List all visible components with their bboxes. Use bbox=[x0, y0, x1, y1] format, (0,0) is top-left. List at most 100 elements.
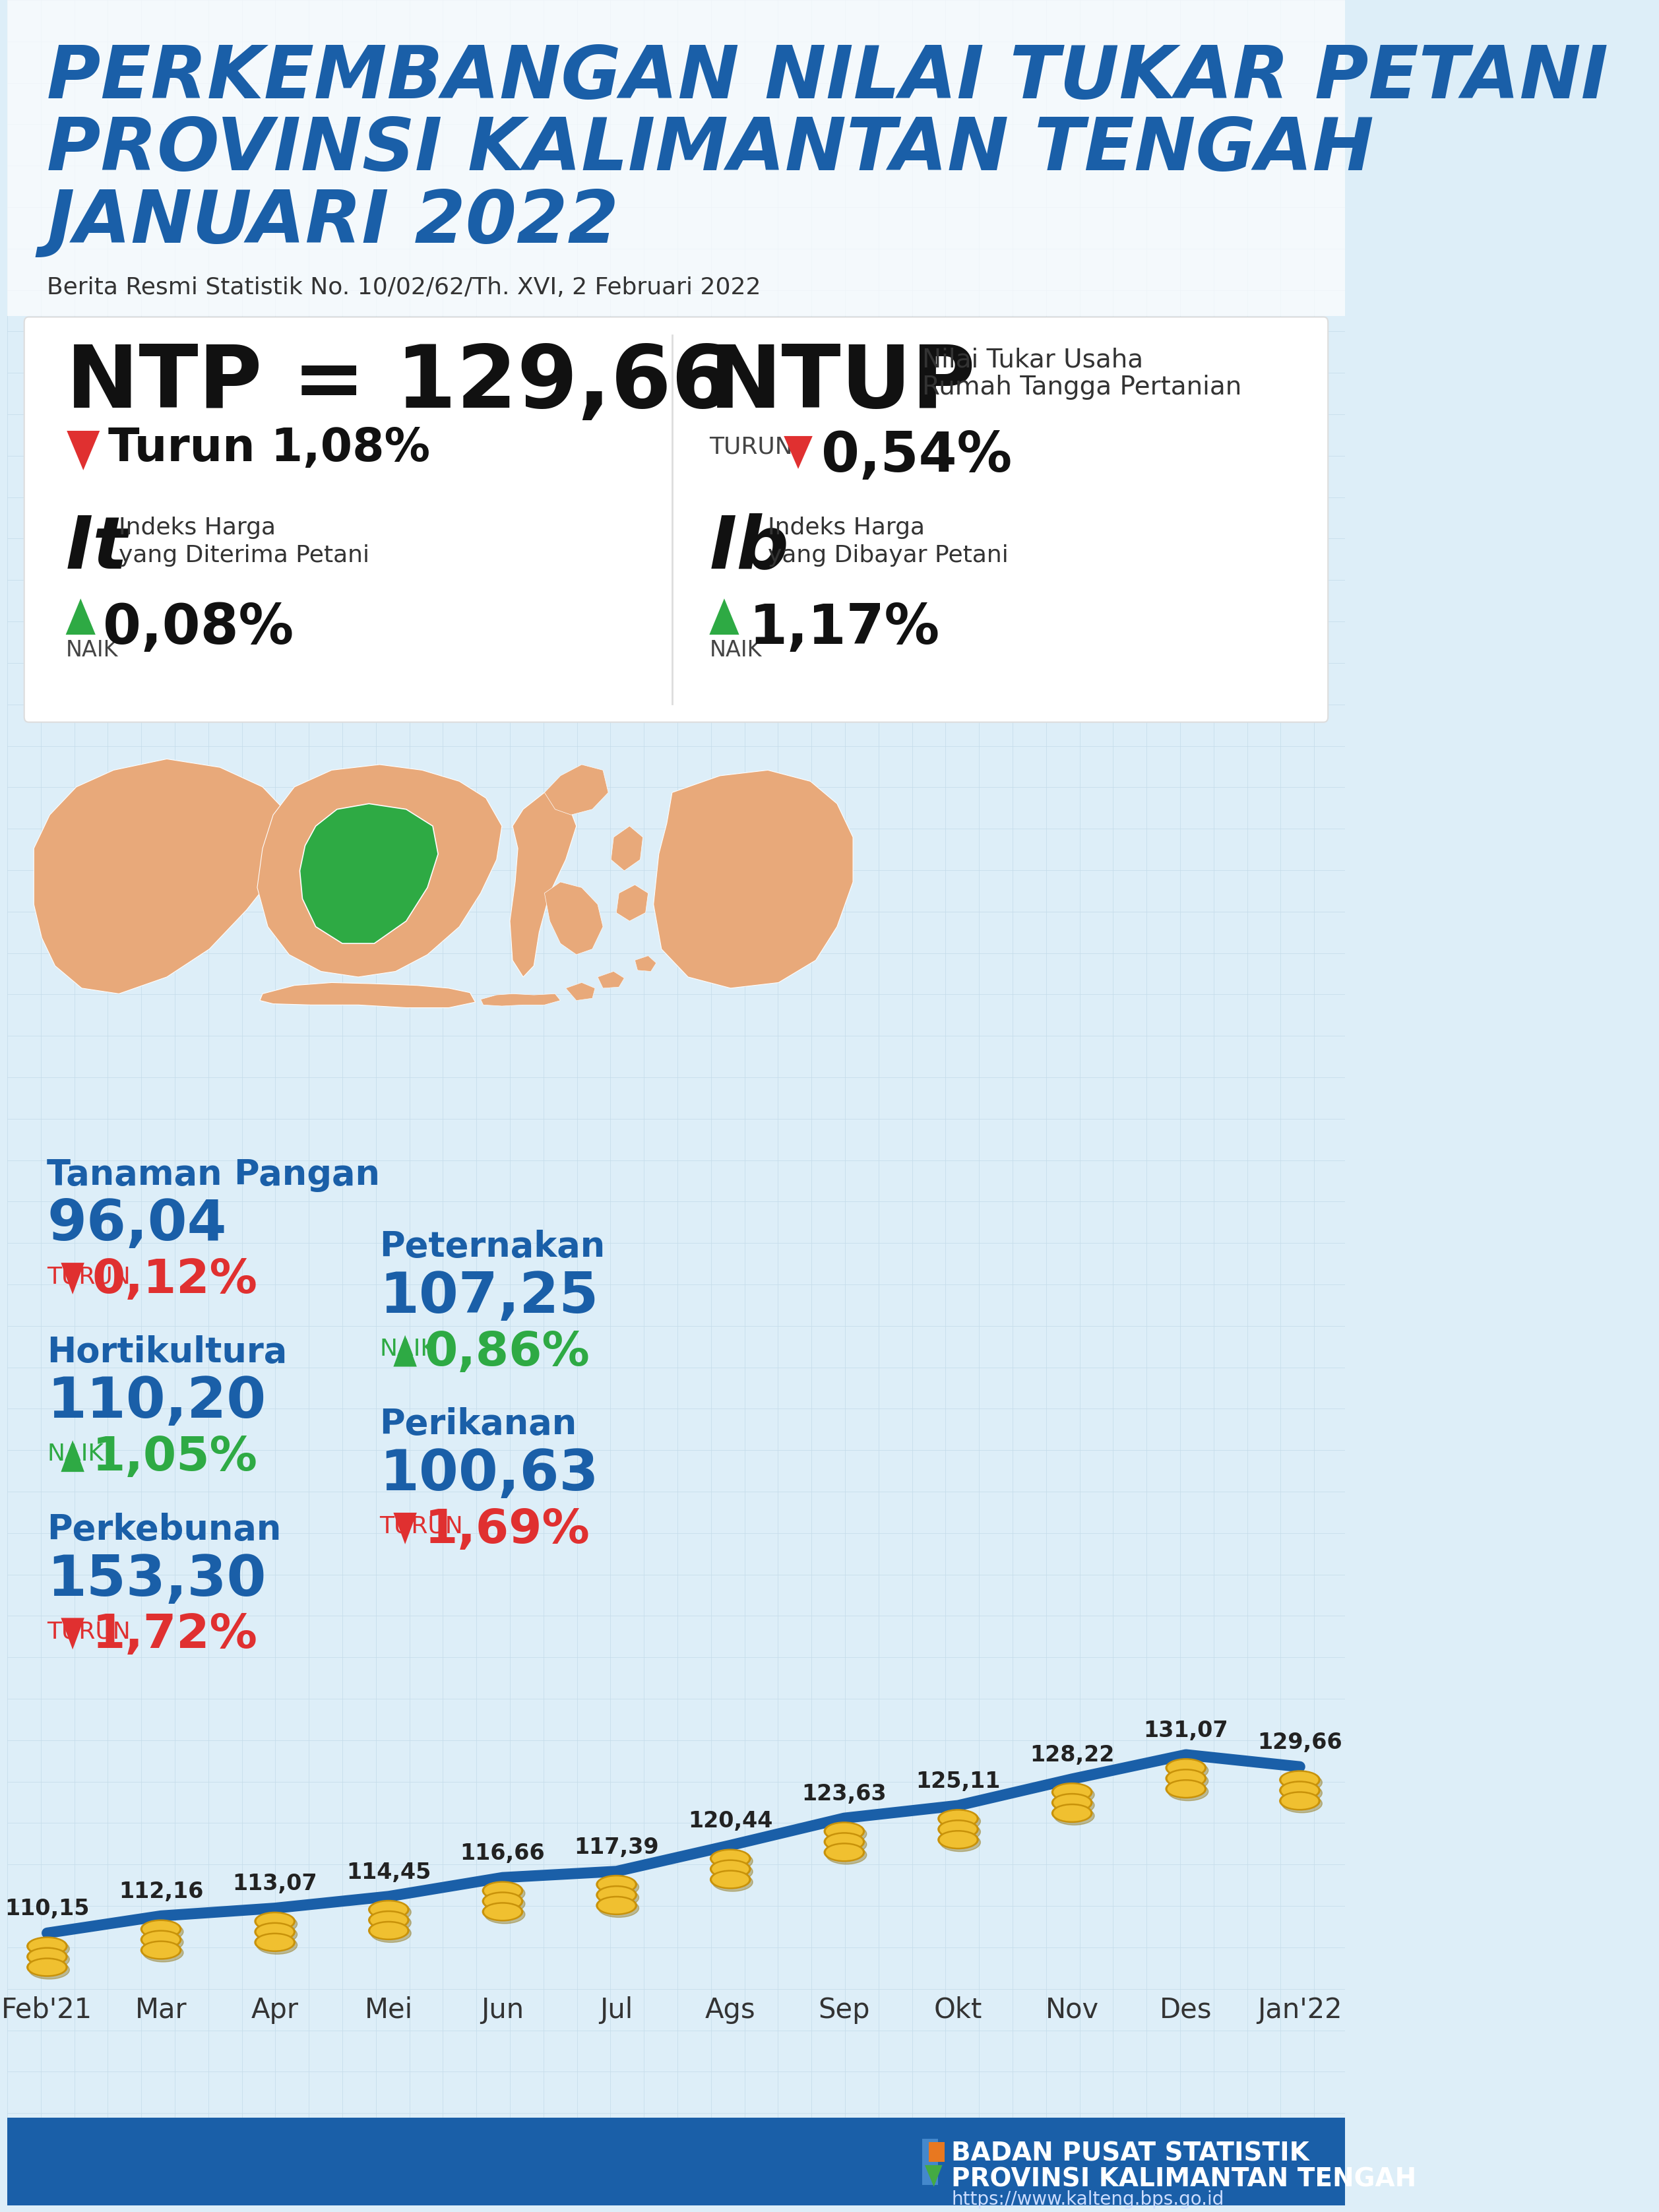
Text: Nov: Nov bbox=[1045, 1995, 1098, 2024]
Text: Mei: Mei bbox=[365, 1995, 413, 2024]
Text: 123,63: 123,63 bbox=[801, 1783, 886, 1805]
Text: PROVINSI KALIMANTAN TENGAH: PROVINSI KALIMANTAN TENGAH bbox=[46, 115, 1374, 186]
Ellipse shape bbox=[370, 1913, 411, 1931]
Polygon shape bbox=[66, 431, 100, 471]
Ellipse shape bbox=[368, 1911, 410, 1929]
Ellipse shape bbox=[937, 1832, 979, 1849]
Polygon shape bbox=[260, 982, 476, 1009]
Text: 96,04: 96,04 bbox=[46, 1197, 227, 1252]
Ellipse shape bbox=[1053, 1785, 1090, 1801]
Ellipse shape bbox=[141, 1940, 181, 1960]
Text: 0,08%: 0,08% bbox=[103, 602, 294, 655]
Ellipse shape bbox=[825, 1823, 864, 1840]
Ellipse shape bbox=[596, 1876, 637, 1893]
Ellipse shape bbox=[825, 1832, 864, 1851]
Text: JANUARI 2022: JANUARI 2022 bbox=[46, 188, 619, 259]
Ellipse shape bbox=[941, 1812, 975, 1827]
Ellipse shape bbox=[937, 1809, 979, 1827]
Text: Perikanan: Perikanan bbox=[380, 1407, 577, 1442]
Text: Jun: Jun bbox=[481, 1995, 524, 2024]
Ellipse shape bbox=[257, 1913, 294, 1929]
Ellipse shape bbox=[1052, 1805, 1092, 1823]
Ellipse shape bbox=[1282, 1783, 1317, 1798]
Polygon shape bbox=[61, 1440, 85, 1471]
Ellipse shape bbox=[370, 1922, 406, 1938]
Text: NAIK: NAIK bbox=[710, 639, 761, 661]
Ellipse shape bbox=[483, 1902, 523, 1920]
Ellipse shape bbox=[712, 1851, 753, 1871]
Text: NTUP: NTUP bbox=[710, 343, 975, 425]
Ellipse shape bbox=[1053, 1785, 1095, 1805]
FancyBboxPatch shape bbox=[7, 2117, 1345, 2205]
Ellipse shape bbox=[1279, 1770, 1321, 1790]
Ellipse shape bbox=[257, 1935, 297, 1953]
Ellipse shape bbox=[941, 1832, 975, 1847]
Text: 131,07: 131,07 bbox=[1143, 1719, 1228, 1741]
Ellipse shape bbox=[710, 1860, 750, 1878]
Text: 129,66: 129,66 bbox=[1258, 1732, 1342, 1754]
Ellipse shape bbox=[1166, 1759, 1206, 1776]
Text: Perkebunan: Perkebunan bbox=[46, 1513, 282, 1546]
Ellipse shape bbox=[941, 1812, 980, 1832]
Text: Indeks Harga: Indeks Harga bbox=[768, 515, 924, 540]
Text: NAIK: NAIK bbox=[380, 1338, 436, 1360]
Polygon shape bbox=[509, 792, 576, 978]
Text: Tanaman Pangan: Tanaman Pangan bbox=[46, 1157, 380, 1192]
Ellipse shape bbox=[1282, 1794, 1317, 1809]
Text: 0,86%: 0,86% bbox=[425, 1329, 591, 1376]
Ellipse shape bbox=[826, 1825, 866, 1843]
Polygon shape bbox=[566, 982, 596, 1000]
Ellipse shape bbox=[826, 1823, 863, 1838]
Ellipse shape bbox=[370, 1902, 406, 1918]
Ellipse shape bbox=[825, 1843, 864, 1863]
Text: Okt: Okt bbox=[934, 1995, 982, 2024]
Ellipse shape bbox=[143, 1942, 179, 1958]
Text: NTP = 129,66: NTP = 129,66 bbox=[66, 343, 732, 425]
Ellipse shape bbox=[27, 1958, 68, 1978]
Polygon shape bbox=[33, 759, 289, 993]
Ellipse shape bbox=[28, 1938, 65, 1953]
Polygon shape bbox=[481, 993, 561, 1006]
Ellipse shape bbox=[484, 1896, 524, 1913]
Ellipse shape bbox=[141, 1931, 181, 1949]
Text: NAIK: NAIK bbox=[46, 1442, 105, 1464]
Ellipse shape bbox=[826, 1845, 866, 1865]
Ellipse shape bbox=[712, 1863, 753, 1880]
Ellipse shape bbox=[599, 1878, 635, 1891]
Ellipse shape bbox=[28, 1960, 70, 1980]
Ellipse shape bbox=[484, 1905, 524, 1924]
Text: 110,20: 110,20 bbox=[46, 1376, 267, 1429]
Text: 100,63: 100,63 bbox=[380, 1447, 599, 1502]
Text: Mar: Mar bbox=[134, 1995, 187, 2024]
Text: 110,15: 110,15 bbox=[5, 1898, 90, 1920]
Text: 125,11: 125,11 bbox=[916, 1770, 1000, 1792]
Ellipse shape bbox=[712, 1863, 748, 1876]
Text: 107,25: 107,25 bbox=[380, 1270, 599, 1325]
Ellipse shape bbox=[483, 1891, 523, 1911]
Polygon shape bbox=[615, 885, 649, 920]
Polygon shape bbox=[597, 971, 624, 989]
Ellipse shape bbox=[1279, 1792, 1321, 1809]
Text: Indeks Harga: Indeks Harga bbox=[119, 515, 275, 540]
Text: Berita Resmi Statistik No. 10/02/62/Th. XVI, 2 Februari 2022: Berita Resmi Statistik No. 10/02/62/Th. … bbox=[46, 276, 761, 299]
Text: Nilai Tukar Usaha: Nilai Tukar Usaha bbox=[922, 347, 1143, 372]
Ellipse shape bbox=[712, 1851, 748, 1867]
Polygon shape bbox=[61, 1263, 85, 1294]
Ellipse shape bbox=[1282, 1774, 1322, 1792]
Text: 116,66: 116,66 bbox=[460, 1843, 546, 1865]
Ellipse shape bbox=[599, 1887, 635, 1902]
Text: TURUN: TURUN bbox=[710, 436, 793, 458]
Ellipse shape bbox=[255, 1911, 295, 1931]
Ellipse shape bbox=[599, 1898, 639, 1918]
Text: Jul: Jul bbox=[601, 1995, 634, 2024]
Ellipse shape bbox=[257, 1935, 294, 1951]
Ellipse shape bbox=[484, 1905, 521, 1920]
Text: 113,07: 113,07 bbox=[232, 1874, 317, 1896]
Ellipse shape bbox=[1282, 1794, 1322, 1814]
Ellipse shape bbox=[255, 1933, 295, 1951]
Text: It: It bbox=[66, 513, 128, 584]
Ellipse shape bbox=[484, 1893, 521, 1909]
Ellipse shape bbox=[143, 1933, 184, 1951]
Text: TURUN: TURUN bbox=[46, 1621, 131, 1644]
Ellipse shape bbox=[596, 1896, 637, 1916]
